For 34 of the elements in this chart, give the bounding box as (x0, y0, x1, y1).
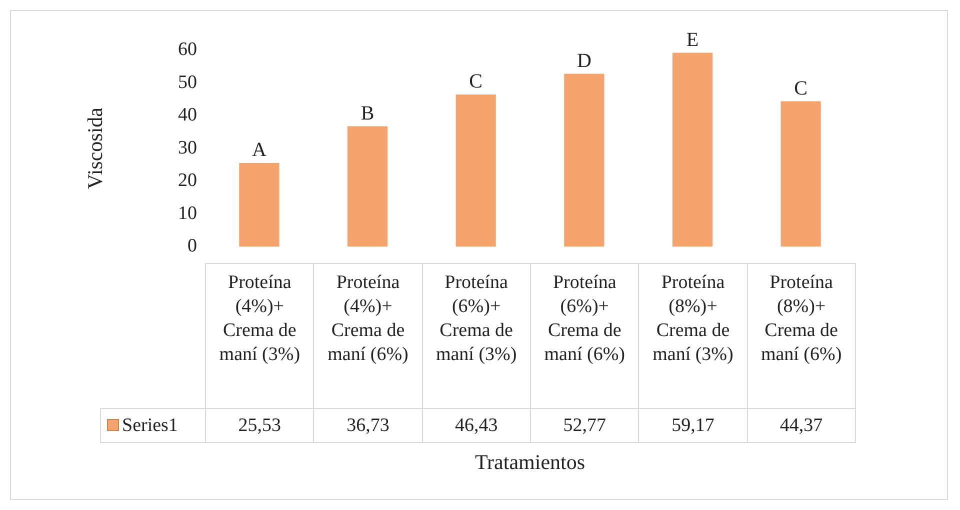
x-tick-label: Proteína (6%)+ Crema de maní (3%) (422, 264, 530, 408)
annotation: C (469, 70, 483, 93)
data-label: 44,37 (747, 408, 856, 442)
bar (456, 94, 496, 247)
x-axis-title: Tratamientos (474, 450, 586, 475)
data-label: 36,73 (314, 408, 422, 442)
bar (780, 101, 821, 247)
y-axis-title: Viscosida (83, 106, 108, 190)
x-tick-label: Proteína (4%)+ Crema de maní (6%) (314, 264, 422, 408)
annotation: C (794, 77, 808, 100)
y-tick-label: 10 (178, 202, 197, 224)
y-tick-label: 40 (178, 104, 197, 126)
data-label: 46,43 (422, 408, 530, 442)
y-tick-label: 60 (178, 38, 197, 60)
bar (239, 162, 280, 247)
bar (564, 74, 604, 247)
annotation: A (252, 139, 267, 162)
legend-label: Series1 (100, 408, 206, 442)
x-tick-label: Proteína (4%)+ Crema de maní (3%) (206, 264, 314, 408)
data-label: 52,77 (530, 408, 639, 442)
y-tick-label: 0 (188, 236, 197, 257)
y-tick-label: 30 (178, 137, 197, 158)
x-tick-label: Proteína (6%)+ Crema de maní (6%) (530, 264, 639, 408)
bar (672, 52, 713, 247)
y-tick-label: 50 (178, 72, 197, 93)
y-tick-label: 20 (178, 170, 197, 192)
annotation: E (686, 28, 699, 51)
data-label: 59,17 (638, 408, 748, 442)
annotation: D (576, 50, 592, 72)
x-tick-label: Proteína (8%)+ Crema de maní (3%) (638, 264, 748, 408)
x-tick-label: Proteína (8%)+ Crema de maní (6%) (747, 264, 856, 408)
bar (347, 126, 388, 247)
annotation: B (360, 102, 374, 124)
data-label: 25,53 (206, 408, 314, 442)
